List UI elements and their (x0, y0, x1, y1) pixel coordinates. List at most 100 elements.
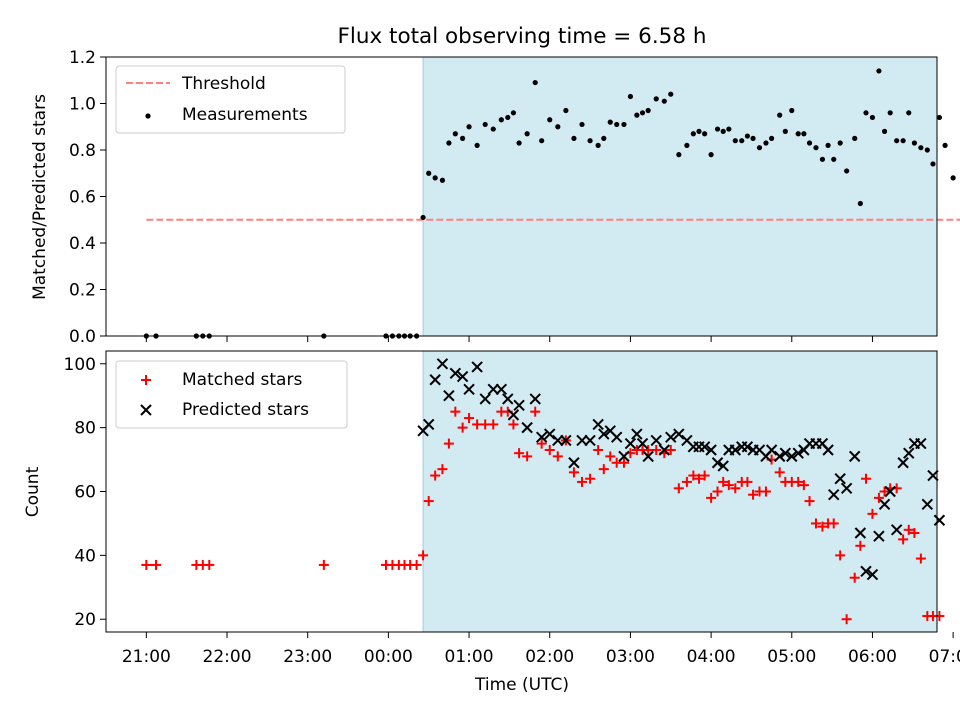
predicted-point (456, 370, 469, 383)
predicted-point (495, 383, 508, 396)
predicted-point (741, 441, 754, 453)
matched-point (828, 518, 839, 529)
measurement-point (825, 142, 831, 148)
measurement-point (869, 114, 876, 121)
measurement-point (769, 135, 775, 141)
bottom-matched-points (141, 406, 945, 625)
measurement-point (789, 107, 795, 114)
measurement-point (950, 175, 956, 181)
measurement-point (881, 128, 888, 134)
matched-point (909, 528, 920, 539)
measurement-point (601, 135, 607, 141)
matched-point (585, 473, 596, 484)
predicted-point (792, 447, 804, 459)
predicted-point (890, 524, 903, 536)
matched-point (437, 464, 448, 475)
measurement-point (813, 145, 819, 151)
matched-point (867, 508, 878, 519)
predicted-point (618, 450, 630, 463)
measurement-point (439, 177, 446, 183)
matched-point (488, 419, 499, 430)
measurement-point (750, 135, 756, 141)
matched-point (141, 559, 152, 570)
matched-point (723, 480, 734, 491)
predicted-point (544, 428, 556, 440)
measurement-point (782, 128, 788, 134)
predicted-point (860, 565, 872, 578)
predicted-point (717, 460, 729, 472)
predicted-point (779, 447, 792, 459)
predicted-point (840, 482, 853, 495)
top-y-axis-label: Matched/Predicted stars (30, 94, 50, 300)
legend-matched-swatch (141, 375, 151, 385)
y-tick-label: 60 (74, 483, 96, 503)
matched-point (651, 444, 662, 455)
predicted-point (765, 444, 778, 456)
predicted-point (673, 428, 685, 440)
predicted-point (631, 428, 643, 440)
measurement-point (844, 168, 850, 174)
legend-measurements-swatch (145, 113, 151, 119)
measurement-point (906, 110, 912, 116)
chart-title: Flux total observing time = 6.58 h (338, 24, 707, 49)
matched-point (544, 444, 555, 455)
measurement-point (661, 98, 667, 104)
predicted-point (665, 431, 677, 443)
measurement-point (420, 214, 426, 221)
matched-point (718, 476, 729, 487)
y-tick-label: 1.0 (69, 95, 96, 115)
predicted-point (436, 358, 449, 370)
predicted-point (658, 444, 671, 456)
predicted-point (866, 568, 879, 581)
predicted-point (535, 431, 548, 443)
matched-point (457, 422, 468, 433)
predicted-point (598, 428, 610, 440)
matched-point (514, 448, 525, 459)
measurement-point (490, 126, 496, 132)
measurement-point (777, 112, 783, 118)
measurement-point (426, 170, 432, 176)
matched-point (423, 496, 434, 507)
matched-point (665, 444, 676, 455)
predicted-point (584, 434, 596, 447)
matched-point (861, 473, 872, 484)
matched-point (760, 486, 771, 497)
measurement-point (498, 117, 504, 123)
measurement-point (795, 131, 801, 137)
measurement-point (744, 133, 751, 139)
measurement-point (852, 135, 858, 141)
matched-point (934, 611, 945, 622)
measurement-point (539, 138, 545, 144)
predicted-point (705, 444, 717, 456)
measurement-point (653, 96, 659, 102)
matched-point (810, 518, 821, 529)
predicted-point (903, 447, 915, 459)
measurement-point (876, 68, 882, 74)
matched-point (841, 614, 852, 625)
measurement-point (460, 135, 466, 141)
bottom-shaded-interval (422, 350, 938, 633)
predicted-point (479, 393, 491, 405)
bottom-legend: Matched stars Predicted stars (115, 360, 348, 429)
measurement-point (942, 142, 948, 148)
predicted-point (729, 444, 742, 456)
measurement-point (446, 140, 452, 146)
measurement-point (627, 93, 634, 100)
predicted-point (933, 514, 946, 526)
legend-matched-label: Matched stars (182, 370, 302, 390)
measurement-point (452, 131, 458, 137)
x-tick-label: 22:00 (203, 647, 252, 667)
matched-point (915, 553, 926, 564)
matched-point (681, 476, 692, 487)
matched-point (688, 470, 699, 481)
top-x-ticks (145, 336, 873, 342)
x-tick-label: 21:00 (122, 647, 171, 667)
y-tick-label: 0.6 (69, 188, 96, 208)
measurement-point (924, 147, 930, 153)
bottom-panel: 20 40 60 80 100 21:00 22:00 23:00 00:00 01:00 02:… (23, 350, 960, 667)
matched-point (536, 438, 547, 449)
matched-point (418, 550, 429, 561)
measurement-point (900, 138, 906, 144)
matched-point (879, 486, 890, 497)
